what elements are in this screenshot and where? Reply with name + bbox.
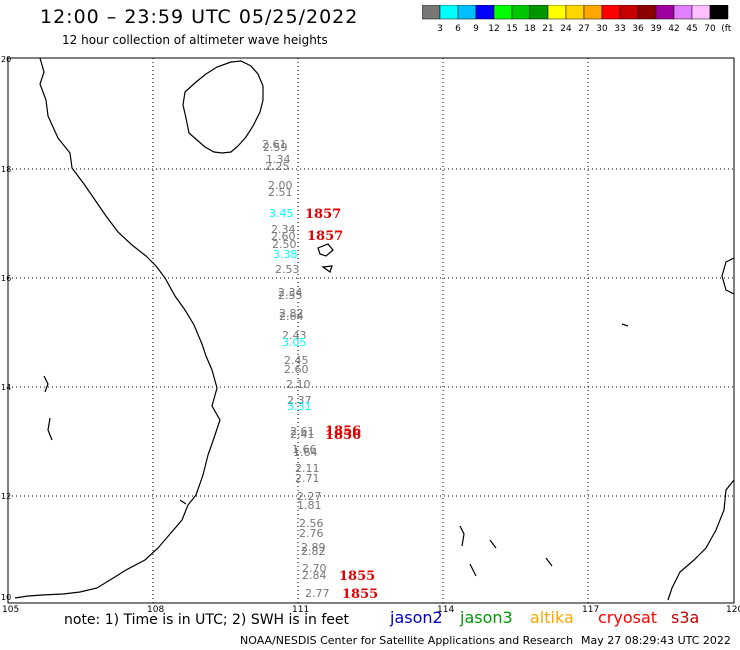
wave-height-value: 2.34 (278, 286, 303, 299)
wave-height-value: 2.70 (302, 562, 327, 575)
legend-s3a: s3a (671, 608, 700, 627)
wave-height-value: 3.05 (282, 336, 307, 349)
wave-height-value: 2.71 (295, 472, 320, 485)
generated-time: May 27 08:29:43 UTC 2022 (581, 634, 731, 647)
wave-height-value: 2.27 (297, 490, 322, 503)
pass-time: 1857 (307, 229, 343, 244)
wave-height-value: 2.34 (271, 223, 296, 236)
wave-height-value: 3.38 (273, 248, 298, 261)
map-title: 12:00 – 23:59 UTC 05/25/2022 (40, 6, 359, 28)
lat-label: 20 (1, 55, 11, 64)
scale-label: 15 (506, 24, 517, 34)
scale-label: 42 (668, 24, 679, 34)
lon-label: 111 (292, 605, 309, 615)
scale-label: 30 (596, 24, 608, 34)
credit-text: NOAA/NESDIS Center for Satellite Applica… (240, 634, 574, 647)
wave-height-value: 2.82 (279, 307, 304, 320)
wave-height-value: 2.45 (284, 354, 309, 367)
wave-height-value: 3.31 (287, 400, 312, 413)
wave-height-value: 2.61 (262, 138, 287, 151)
scale-label: 12 (488, 24, 499, 34)
wave-height-value: 1.66 (292, 443, 317, 456)
axis-labels: 105 108 111 114 117 120 20 18 16 14 12 10 (1, 55, 740, 615)
map-frame (7, 57, 735, 604)
scale-label: 70 (704, 24, 716, 34)
wave-height-value: 1.81 (297, 499, 322, 512)
lon-label: 114 (437, 605, 454, 615)
lat-label: 12 (1, 492, 11, 501)
wave-height-value: 1.64 (293, 446, 318, 459)
wave-height-value: 2.76 (299, 527, 324, 540)
lon-label: 117 (582, 605, 599, 615)
lon-label: 108 (147, 605, 164, 615)
wave-height-value: 2.55 (278, 289, 303, 302)
legend-jason2: jason2 (390, 608, 443, 627)
lat-lon-grid (8, 58, 734, 603)
pass-time: 1857 (305, 207, 341, 222)
pass-time: 1855 (342, 587, 378, 602)
coastline (14, 57, 735, 601)
wave-height-value: 2.10 (286, 378, 311, 391)
wave-height-value: 2.37 (287, 394, 312, 407)
wave-height-value: 2.41 (290, 428, 315, 441)
scale-swatch (709, 5, 729, 20)
wave-height-value: 2.84 (302, 569, 327, 582)
pass-time: 1856 (325, 428, 361, 443)
wave-height-value: 2.59 (263, 141, 288, 154)
wave-height-value: 2.82 (301, 545, 326, 558)
scale-label: 3 (437, 24, 443, 34)
wave-height-value: 1.34 (266, 153, 291, 166)
wave-height-value: 2.64 (279, 310, 304, 323)
pass-time: 1856 (325, 424, 361, 439)
scale-label: 45 (686, 24, 697, 34)
lat-label: 16 (1, 274, 11, 283)
wave-height-value: 2.50 (272, 238, 297, 251)
scale-label: 6 (455, 24, 461, 34)
wave-height-value: 2.61 (290, 425, 315, 438)
wave-height-value: 2.43 (282, 329, 307, 342)
wave-height-value: 2.53 (275, 263, 300, 276)
legend-jason3: jason3 (460, 608, 513, 627)
wave-height-value: 2.77 (305, 587, 330, 600)
wave-height-value: 2.89 (301, 541, 326, 554)
wave-height-value: 2.11 (295, 462, 320, 475)
wave-height-value: 2.60 (271, 230, 296, 243)
scale-label: 33 (614, 24, 625, 34)
pass-time: 1855 (339, 569, 375, 584)
wave-height-value: 3.45 (269, 207, 294, 220)
wave-height-value: 2.00 (268, 179, 293, 192)
note-text: note: 1) Time is in UTC; 2) SWH is in fe… (64, 612, 350, 628)
wave-height-value: 2.25 (265, 160, 290, 173)
lat-label: 14 (1, 383, 11, 392)
wave-height-value: 2.56 (299, 517, 324, 530)
lon-label: 120 (726, 605, 740, 615)
legend-altika: altika (530, 608, 574, 627)
lon-label: 105 (2, 605, 19, 615)
scale-label: 21 (542, 24, 553, 34)
scale-label: 27 (578, 24, 589, 34)
scale-label: 39 (650, 24, 662, 34)
scale-label: 36 (632, 24, 644, 34)
lat-label: 18 (1, 165, 11, 174)
legend-cryosat: cryosat (598, 608, 658, 627)
scale-label: 18 (524, 24, 536, 34)
wave-height-observations: 2.612.591.342.252.002.513.452.342.602.50… (262, 138, 330, 600)
scale-label: 24 (560, 24, 572, 34)
scale-label: 9 (473, 24, 479, 34)
lat-label: 10 (1, 593, 11, 602)
scale-label: (ft) (721, 24, 732, 34)
wave-height-value: 2.51 (268, 186, 293, 199)
map-subtitle: 12 hour collection of altimeter wave hei… (62, 33, 328, 47)
wave-height-value: 2.60 (284, 363, 309, 376)
